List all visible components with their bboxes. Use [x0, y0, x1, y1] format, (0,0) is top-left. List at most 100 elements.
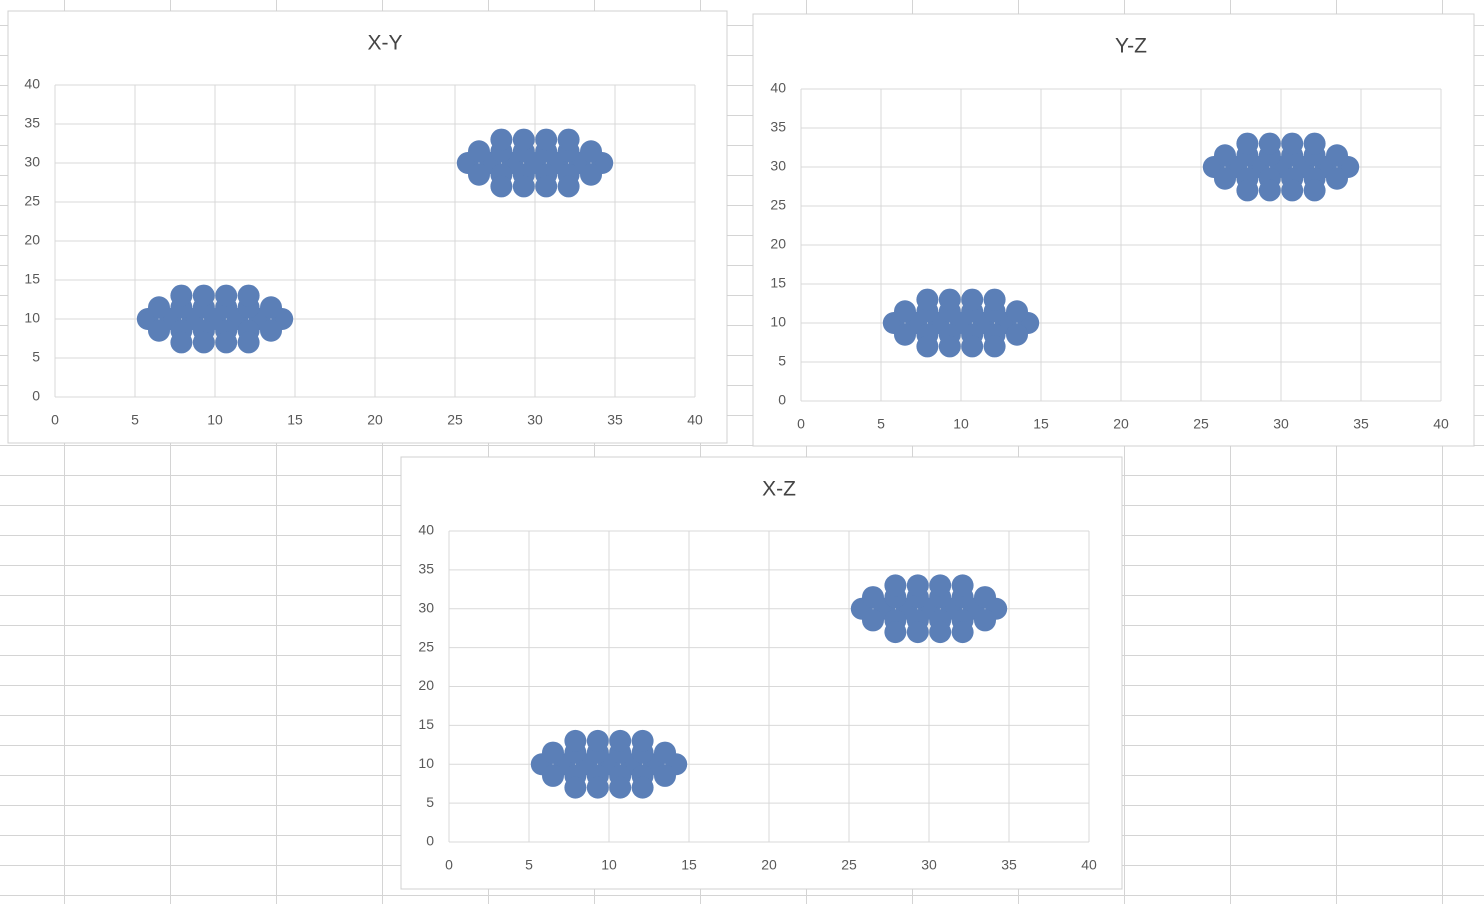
y-tick-label: 0 — [778, 392, 786, 408]
point — [938, 288, 961, 311]
point — [215, 331, 238, 354]
y-tick-label: 40 — [418, 522, 434, 538]
point — [148, 296, 170, 319]
point — [586, 776, 609, 799]
point — [974, 586, 996, 609]
x-tick-label: 0 — [797, 416, 805, 432]
y-tick-label: 25 — [770, 197, 786, 213]
x-tick-label: 15 — [287, 412, 303, 428]
point — [237, 284, 260, 307]
point — [192, 331, 215, 354]
y-tick-label: 15 — [24, 271, 40, 287]
chart-area — [752, 13, 1475, 447]
y-tick-label: 25 — [418, 638, 434, 654]
x-tick-label: 5 — [131, 412, 139, 428]
point — [468, 140, 490, 163]
point — [961, 335, 984, 358]
point — [862, 586, 884, 609]
point — [512, 175, 535, 198]
chart-title: X-Y — [367, 32, 402, 55]
x-tick-label: 35 — [1001, 857, 1017, 873]
point — [1236, 132, 1259, 155]
point — [862, 609, 884, 632]
chart-title: Y-Z — [1115, 35, 1147, 58]
x-tick-label: 30 — [1273, 416, 1289, 432]
x-tick-label: 5 — [877, 416, 885, 432]
y-tick-label: 35 — [418, 561, 434, 577]
point — [916, 335, 939, 358]
x-tick-label: 10 — [207, 412, 223, 428]
point — [215, 284, 238, 307]
point — [512, 128, 535, 151]
point — [1326, 144, 1348, 167]
point — [580, 163, 602, 186]
x-tick-label: 0 — [51, 412, 59, 428]
y-tick-label: 40 — [770, 80, 786, 96]
point — [260, 319, 282, 342]
point — [961, 288, 984, 311]
y-tick-label: 30 — [770, 158, 786, 174]
x-tick-label: 15 — [681, 857, 697, 873]
point — [894, 300, 916, 323]
point — [170, 284, 193, 307]
point — [929, 621, 952, 644]
y-tick-label: 15 — [418, 716, 434, 732]
point — [1214, 167, 1236, 190]
x-tick-label: 25 — [841, 857, 857, 873]
y-tick-label: 35 — [770, 119, 786, 135]
y-tick-label: 15 — [770, 275, 786, 291]
y-tick-label: 5 — [778, 353, 786, 369]
x-tick-label: 30 — [921, 857, 937, 873]
point — [1326, 167, 1348, 190]
point — [884, 621, 907, 644]
point — [580, 140, 602, 163]
chart-title: X-Z — [762, 478, 796, 501]
point — [490, 175, 513, 198]
x-tick-label: 10 — [601, 857, 617, 873]
y-tick-label: 0 — [32, 388, 40, 404]
point — [1281, 132, 1304, 155]
x-tick-label: 20 — [761, 857, 777, 873]
y-tick-label: 10 — [418, 755, 434, 771]
point — [1281, 179, 1304, 202]
point — [894, 323, 916, 346]
y-tick-label: 20 — [770, 236, 786, 252]
point — [192, 284, 215, 307]
x-tick-label: 25 — [447, 412, 463, 428]
chart-area — [7, 10, 728, 444]
y-tick-label: 30 — [24, 154, 40, 170]
x-tick-label: 20 — [367, 412, 383, 428]
point — [535, 128, 558, 151]
point — [1303, 132, 1326, 155]
point — [951, 574, 974, 597]
point — [951, 621, 974, 644]
point — [542, 764, 564, 787]
point — [1303, 179, 1326, 202]
point — [938, 335, 961, 358]
y-tick-label: 25 — [24, 193, 40, 209]
x-tick-label: 25 — [1193, 416, 1209, 432]
y-tick-label: 10 — [24, 310, 40, 326]
point — [1214, 144, 1236, 167]
point — [1006, 300, 1028, 323]
point — [654, 741, 676, 764]
point — [654, 764, 676, 787]
chart-area — [400, 456, 1123, 890]
y-tick-label: 10 — [770, 314, 786, 330]
x-tick-label: 40 — [687, 412, 703, 428]
x-tick-label: 35 — [1353, 416, 1369, 432]
point — [983, 335, 1006, 358]
x-tick-label: 5 — [525, 857, 533, 873]
point — [564, 729, 587, 752]
point — [586, 729, 609, 752]
point — [468, 163, 490, 186]
point — [170, 331, 193, 354]
point — [906, 574, 929, 597]
y-tick-label: 30 — [418, 599, 434, 615]
point — [490, 128, 513, 151]
y-tick-label: 35 — [24, 115, 40, 131]
point — [974, 609, 996, 632]
point — [260, 296, 282, 319]
